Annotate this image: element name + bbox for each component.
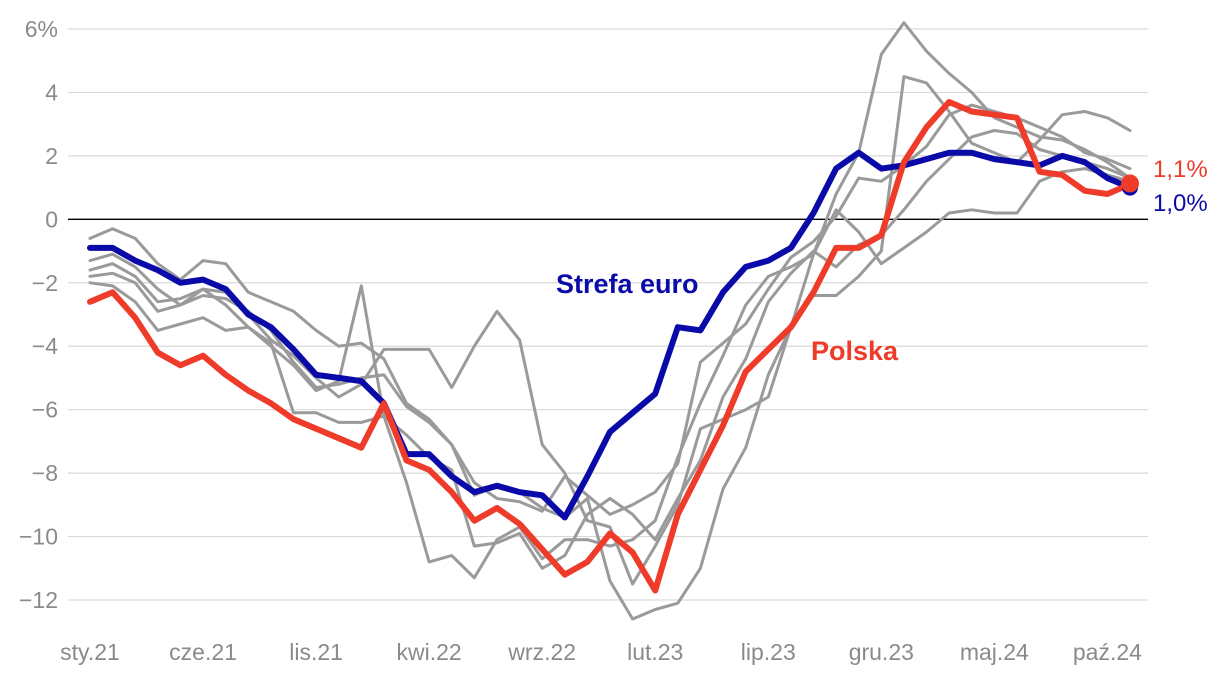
x-tick-label: lip.23 <box>741 639 796 665</box>
x-axis-ticks: sty.21 cze.21 lis.21 kwi.22 wrz.22 lut.23 lip.… <box>60 639 1142 665</box>
y-tick-label: −8 <box>32 460 58 486</box>
y-tick-label: −6 <box>32 397 58 423</box>
x-tick-label: paź.24 <box>1073 639 1142 665</box>
x-tick-label: gru.23 <box>849 639 914 665</box>
series-line-other-5 <box>88 75 1132 586</box>
x-tick-label: cze.21 <box>169 639 237 665</box>
y-tick-label: 4 <box>45 79 58 105</box>
series-labels: Strefa euro Polska 1,1% 1,0% <box>556 156 1208 366</box>
highlighted-series <box>87 99 1139 594</box>
polska-end-point <box>1121 174 1139 193</box>
strefa-euro-label: Strefa euro <box>556 269 699 299</box>
series-line-other-3 <box>88 129 1132 570</box>
series-line-other-1 <box>88 21 1132 621</box>
x-tick-label: kwi.22 <box>397 639 462 665</box>
x-tick-label: sty.21 <box>60 639 120 665</box>
y-tick-label: −4 <box>32 333 58 359</box>
y-tick-label: 0 <box>45 206 58 232</box>
x-tick-label: lis.21 <box>289 639 343 665</box>
x-tick-label: maj.24 <box>960 639 1029 665</box>
strefa-euro-end-value-label: 1,0% <box>1153 190 1208 217</box>
series-line-polska <box>87 99 1133 594</box>
polska-end-value-label: 1,1% <box>1153 156 1208 183</box>
series-line-other-4 <box>88 167 1132 580</box>
x-tick-label: wrz.22 <box>507 639 576 665</box>
y-tick-label: −12 <box>19 587 58 613</box>
x-tick-label: lut.23 <box>627 639 683 665</box>
y-tick-label: 6% <box>25 16 58 42</box>
y-tick-label: −2 <box>32 270 58 296</box>
polska-label: Polska <box>811 336 899 366</box>
y-axis-ticks: 6% 4 2 0 −2 −4 −6 −8 −10 −12 <box>19 16 58 613</box>
y-tick-label: 2 <box>45 143 58 169</box>
y-tick-label: −10 <box>19 524 58 550</box>
series-line-strefa-euro <box>87 149 1133 521</box>
